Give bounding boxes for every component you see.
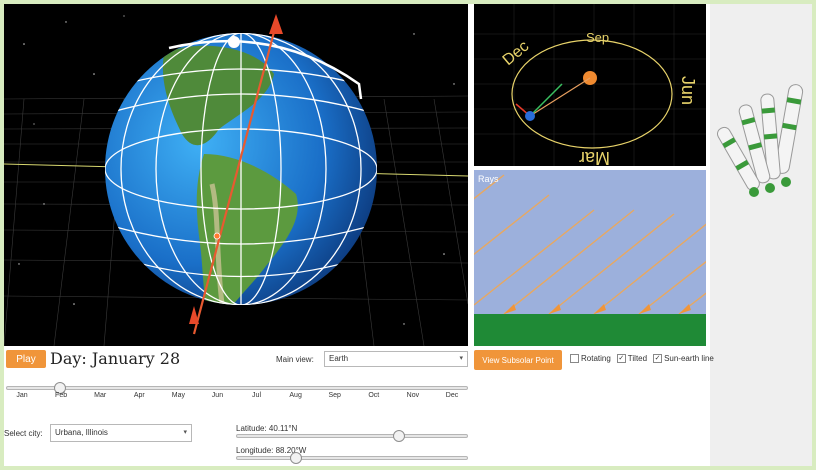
sun-earth-line-label: Sun-earth line	[664, 354, 714, 363]
month-tick-jan: Jan	[16, 392, 28, 399]
main-view-label: Main view:	[276, 355, 314, 364]
sun-earth-line-checkbox[interactable]: ✓	[653, 354, 663, 363]
earth-axis	[192, 31, 276, 335]
main-view-value: Earth	[329, 354, 349, 363]
north-axis-arrow	[269, 14, 283, 34]
latitude-label: Latitude: 40.11°N	[236, 424, 298, 433]
month-tick-mar: Mar	[94, 392, 107, 399]
rays-label: Rays	[478, 174, 499, 184]
stars	[18, 15, 455, 325]
day-night-ring	[168, 39, 363, 100]
view-options: Rotating ✓ Tilted ✓ Sun-earth line	[566, 354, 714, 363]
orbit-earth	[525, 111, 535, 121]
view-subsolar-point-button[interactable]: View Subsolar Point	[474, 350, 562, 370]
rays-view: Rays	[474, 170, 706, 346]
tilted-checkbox[interactable]: ✓	[616, 354, 626, 363]
day-slider-thumb[interactable]	[53, 382, 66, 394]
rays-scene	[474, 174, 706, 315]
ray-arrowheads	[504, 304, 691, 314]
month-tick-feb: Feb	[55, 392, 68, 399]
month-dec-label: Dec	[500, 38, 533, 69]
orbit-path	[511, 39, 673, 149]
app-frame: Sep Dec Jun Mar Rays	[4, 4, 812, 466]
orbit-grid	[474, 4, 706, 166]
month-tick-may: May	[171, 392, 185, 399]
month-tick-sep: Sep	[328, 392, 341, 399]
city-select[interactable]: Urbana, Illinois ▾	[50, 424, 192, 442]
longitude-label: Longitude: 88.20°W	[236, 446, 307, 455]
play-button[interactable]: Play	[6, 350, 46, 368]
chevron-down-icon: ▾	[459, 355, 463, 362]
orbit-scene: Sep Dec Jun Mar	[474, 4, 706, 166]
month-tick-jul: Jul	[252, 392, 262, 399]
orbit-view[interactable]: Sep Dec Jun Mar	[474, 4, 706, 166]
longitude-slider-thumb[interactable]	[289, 452, 302, 464]
hand-icon	[716, 84, 804, 197]
orbit-sun-earth-line	[529, 77, 591, 117]
month-tick-dec: Dec	[445, 392, 459, 399]
month-ticks: Jan Feb Mar Apr May Jun Jul Aug Sep Oct Nov Dec	[4, 392, 468, 404]
month-mar-label: Mar	[579, 148, 610, 166]
month-jun-label: Jun	[678, 76, 698, 105]
day-title: Day: January 28	[50, 349, 181, 368]
month-tick-nov: Nov	[406, 392, 420, 399]
chevron-down-icon: ▾	[183, 429, 187, 436]
tilted-label: Tilted	[627, 354, 648, 363]
month-tick-oct: Oct	[368, 392, 380, 399]
latitude-slider[interactable]	[236, 430, 468, 442]
city-value: Urbana, Illinois	[55, 428, 108, 437]
rotating-checkbox[interactable]	[570, 354, 579, 363]
month-tick-jun: Jun	[211, 392, 224, 399]
rotating-label: Rotating	[581, 354, 611, 363]
graticule	[105, 33, 377, 305]
ground	[474, 314, 706, 346]
month-tick-apr: Apr	[133, 392, 145, 399]
city-marker	[213, 232, 221, 240]
earth-view[interactable]	[4, 4, 468, 346]
longitude-slider[interactable]	[236, 452, 468, 464]
day-slider[interactable]	[6, 382, 468, 394]
earth-scene	[4, 14, 468, 346]
subsolar-point	[228, 36, 240, 48]
sun-rays	[474, 174, 706, 315]
select-city-label: Select city:	[4, 429, 43, 438]
main-view-select[interactable]: Earth ▾	[324, 351, 468, 367]
south-axis-arrow	[189, 306, 199, 324]
month-sep-label: Sep	[586, 30, 609, 45]
right-pane	[710, 4, 812, 466]
orbit-axis-vector	[529, 83, 563, 117]
latitude-slider-thumb[interactable]	[392, 430, 405, 442]
month-tick-aug: Aug	[289, 392, 302, 399]
